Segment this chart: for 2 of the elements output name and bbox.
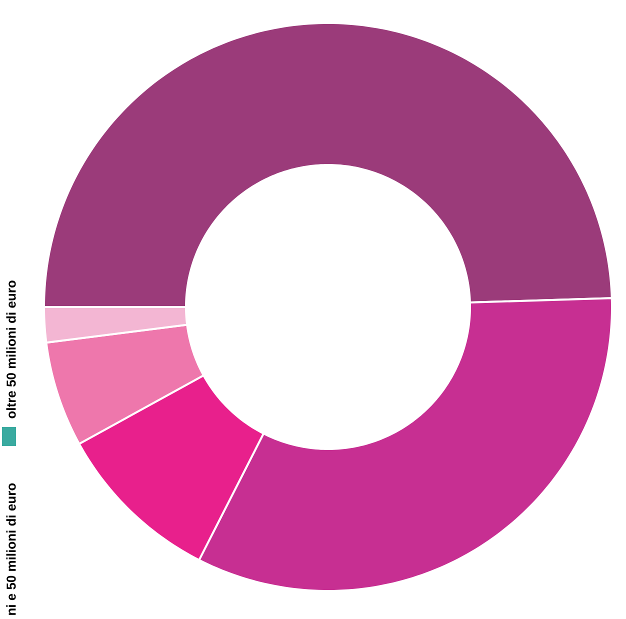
text: oltre 50 milioni di euro bbox=[6, 280, 16, 418]
text: ni e 50 milioni di euro bbox=[6, 483, 16, 615]
